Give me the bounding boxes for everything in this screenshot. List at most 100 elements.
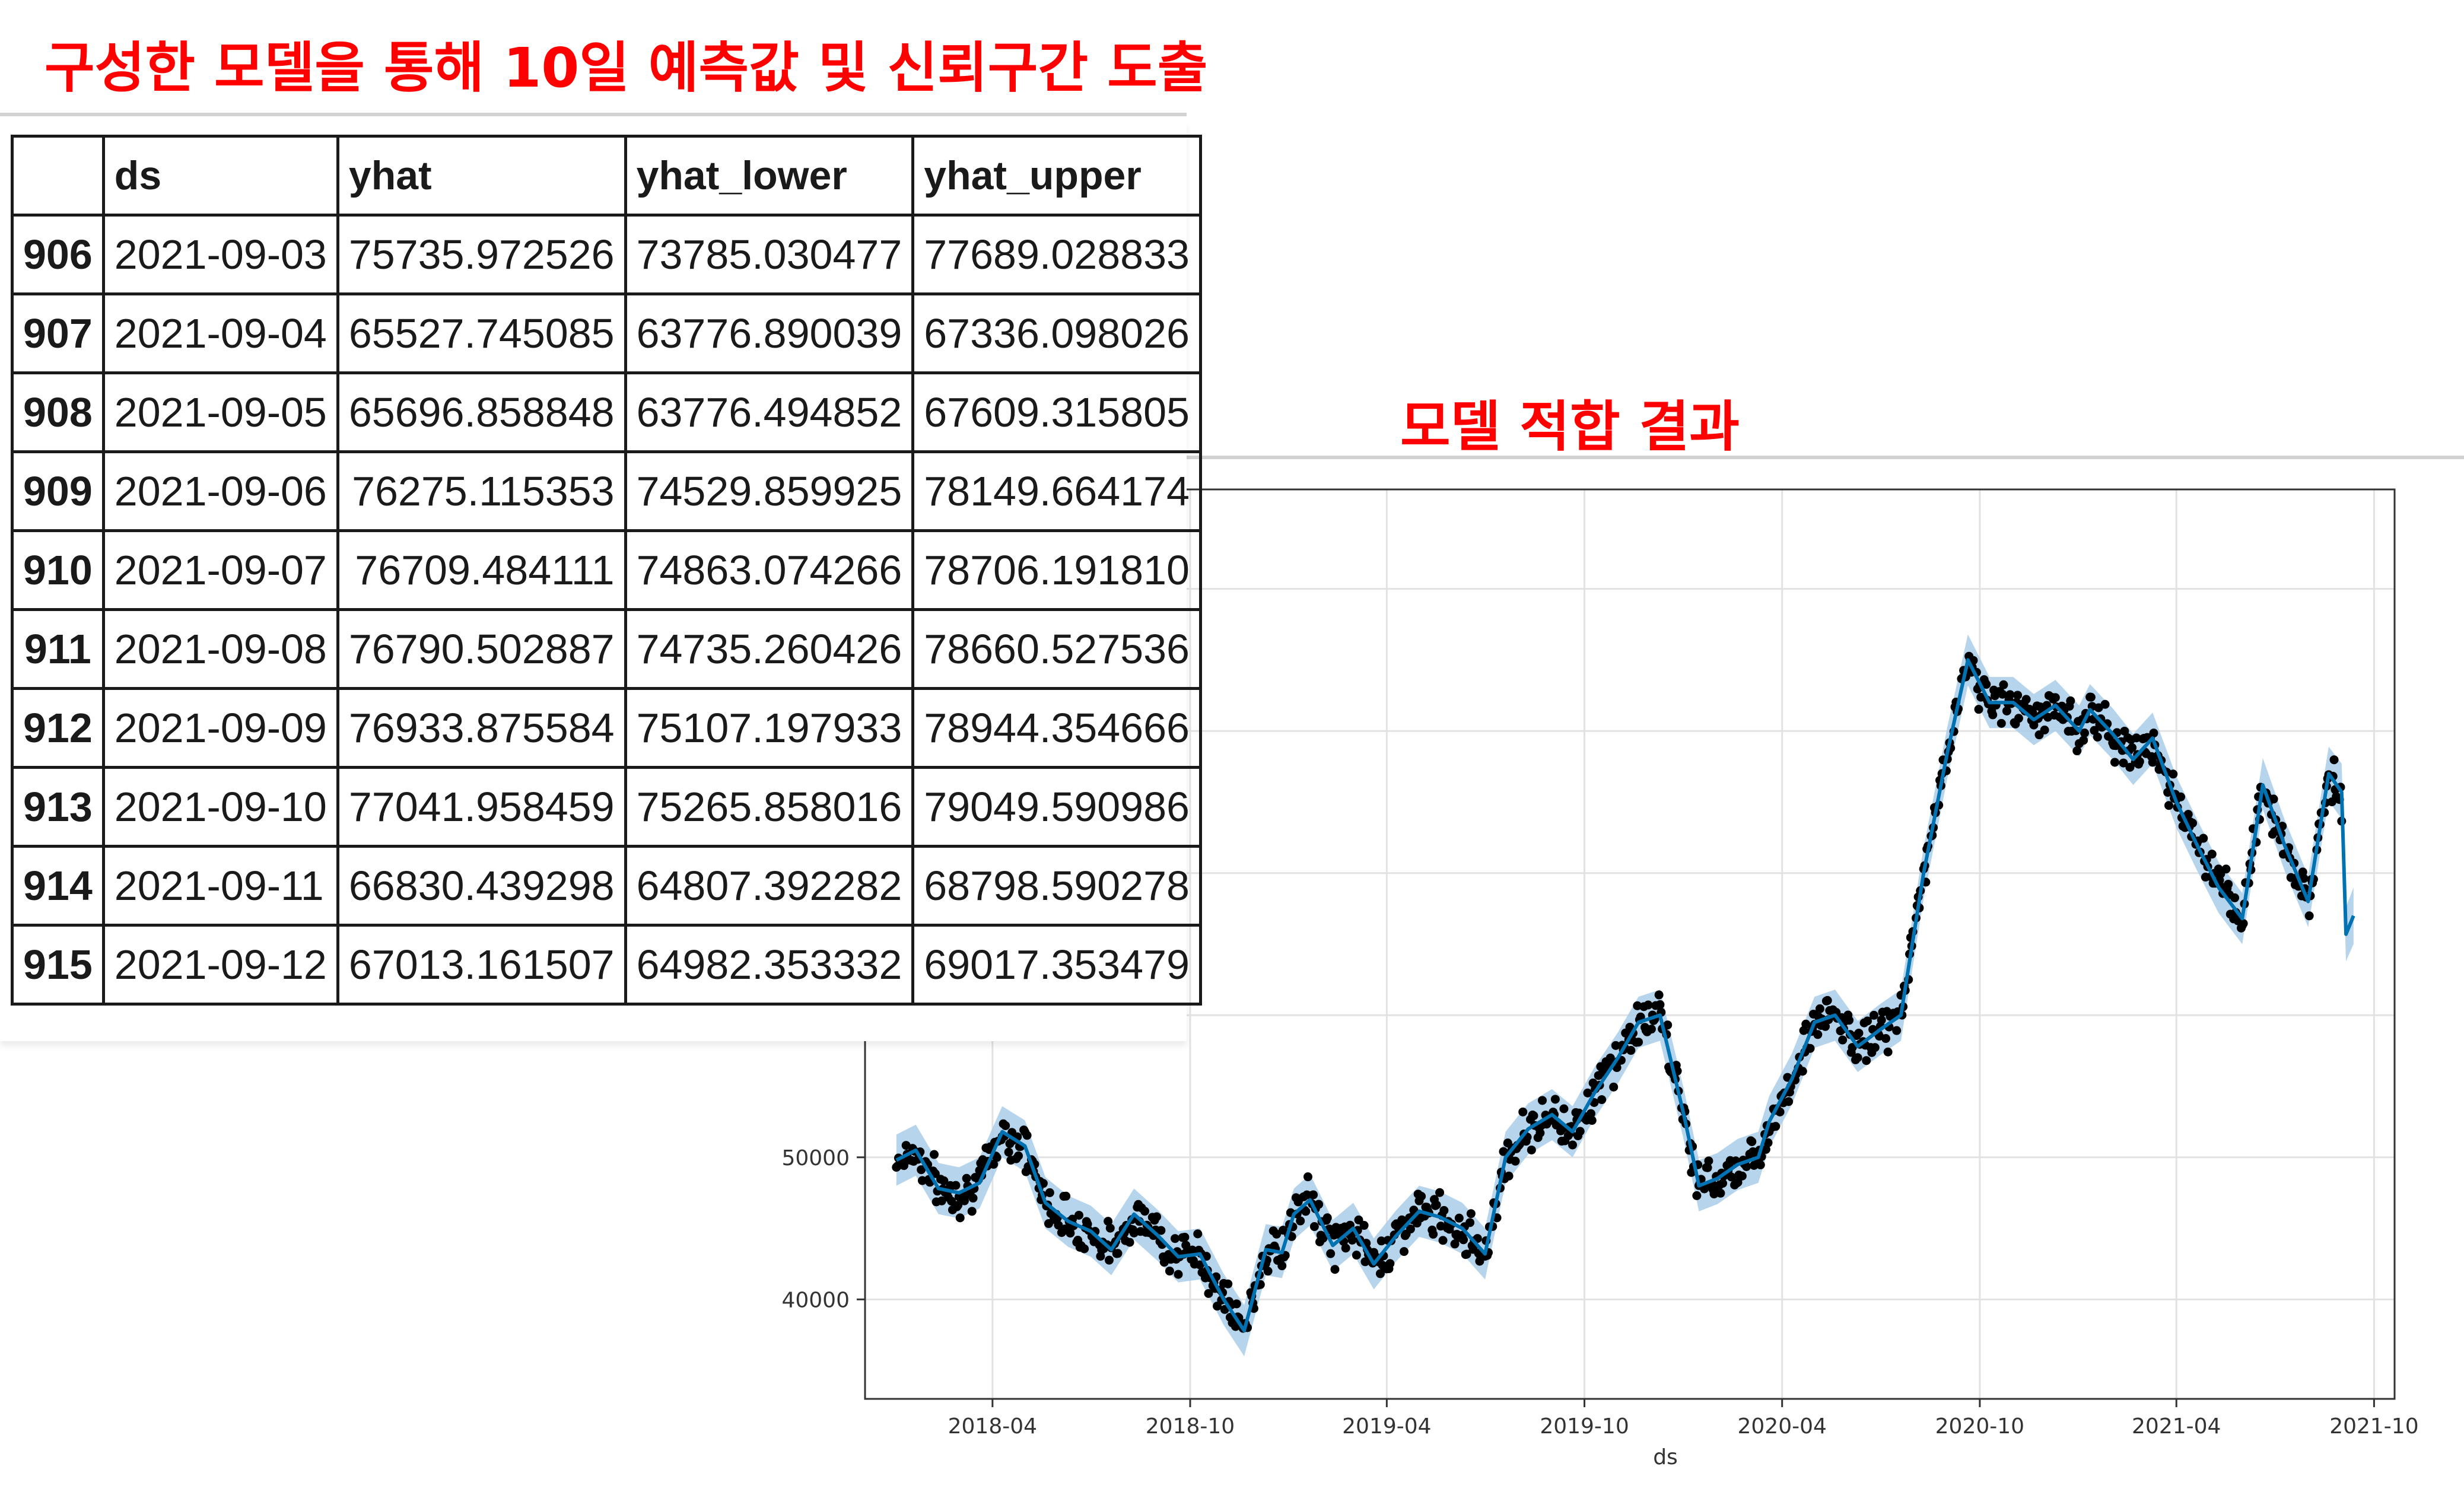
observation-point — [1798, 1067, 1807, 1076]
observation-point — [2224, 879, 2233, 889]
cell-yhat: 67013.161507 — [336, 924, 627, 1006]
observation-point — [2002, 706, 2011, 715]
observation-point — [1330, 1265, 1340, 1274]
observation-point — [955, 1213, 965, 1223]
observation-point — [1104, 1255, 1114, 1265]
cell-yhat-upper: 79049.590986 — [911, 766, 1202, 848]
observation-point — [2299, 874, 2309, 883]
cell-yhat-lower: 74529.859925 — [624, 450, 915, 532]
cell-yhat-upper: 67609.315805 — [911, 371, 1202, 453]
observation-point — [2199, 834, 2208, 843]
observation-point — [2086, 692, 2096, 702]
heading-divider — [0, 113, 1187, 116]
observation-point — [1061, 1191, 1071, 1201]
observation-point — [2100, 699, 2110, 709]
cell-ds: 2021-09-07 — [101, 529, 339, 611]
cell-ds: 2021-09-10 — [101, 766, 339, 848]
observation-point — [2029, 720, 2039, 730]
observation-point — [1429, 1229, 1438, 1239]
observation-point — [1727, 1172, 1736, 1182]
row-index-cell: 911 — [11, 608, 105, 690]
observation-point — [1559, 1104, 1569, 1114]
observation-point — [1309, 1222, 1319, 1232]
observation-point — [1001, 1121, 1010, 1130]
header-yhat-lower: yhat_lower — [624, 135, 915, 217]
observation-point — [1322, 1213, 1332, 1223]
observation-point — [1309, 1190, 1318, 1200]
row-index-cell: 910 — [11, 529, 105, 611]
observation-point — [1821, 1022, 1830, 1031]
observation-point — [1784, 1097, 1794, 1106]
cell-yhat: 76275.115353 — [336, 450, 627, 532]
observation-point — [2040, 726, 2049, 735]
observation-point — [1703, 1163, 1712, 1172]
observation-point — [1354, 1215, 1363, 1224]
observation-point — [1152, 1212, 1162, 1221]
table-row: 908 2021-09-05 65696.858848 63776.494852 676… — [11, 371, 1202, 453]
observation-point — [989, 1160, 999, 1169]
cell-yhat: 76790.502887 — [336, 608, 627, 690]
observation-point — [1597, 1095, 1607, 1105]
observation-point — [2072, 746, 2082, 756]
observation-point — [1626, 1046, 1636, 1055]
observation-point — [1535, 1128, 1545, 1138]
observation-point — [930, 1150, 939, 1159]
observation-point — [1634, 1038, 1643, 1047]
observation-point — [1326, 1249, 1336, 1258]
cell-yhat: 65527.745085 — [336, 292, 627, 374]
cell-ds: 2021-09-04 — [101, 292, 339, 374]
row-index-cell: 913 — [11, 766, 105, 848]
cell-ds: 2021-09-06 — [101, 450, 339, 532]
observation-point — [1863, 1016, 1872, 1026]
observation-point — [1466, 1209, 1476, 1219]
observation-point — [1646, 1025, 1656, 1034]
observation-point — [2013, 691, 2023, 700]
observation-point — [1538, 1096, 1547, 1105]
observation-point — [1742, 1162, 1751, 1171]
y-tick-label: 50000 — [781, 1146, 850, 1170]
cell-yhat: 66830.439298 — [336, 845, 627, 927]
observation-point — [917, 1165, 926, 1175]
observation-point — [1771, 1122, 1781, 1131]
observation-point — [2005, 690, 2015, 699]
observation-point — [1870, 1043, 1880, 1052]
observation-point — [1805, 1044, 1815, 1053]
observation-point — [1854, 1028, 1864, 1038]
observation-point — [1193, 1229, 1203, 1239]
observation-point — [2021, 695, 2031, 704]
header-index — [11, 135, 105, 217]
observation-point — [2221, 864, 2231, 874]
observation-point — [2239, 919, 2248, 928]
cell-ds: 2021-09-03 — [101, 214, 339, 295]
observation-point — [962, 1173, 971, 1183]
x-tick-label: 2020-10 — [1935, 1414, 2024, 1439]
observation-point — [1004, 1147, 1013, 1157]
observation-point — [992, 1153, 1002, 1162]
observation-point — [1838, 1035, 1848, 1045]
observation-point — [1171, 1234, 1180, 1243]
observation-point — [1883, 1047, 1893, 1057]
observation-point — [1406, 1224, 1415, 1234]
observation-point — [2176, 792, 2186, 801]
observation-point — [1435, 1188, 1445, 1197]
observation-point — [1438, 1236, 1448, 1245]
cell-yhat-lower: 74863.074266 — [624, 529, 915, 611]
observation-point — [953, 1201, 963, 1210]
forecast-table: ds yhat yhat_lower yhat_upper 906 2021-09-03… — [11, 135, 1202, 1006]
observation-point — [939, 1176, 949, 1185]
observation-point — [1892, 1026, 1902, 1035]
observation-point — [1125, 1238, 1134, 1247]
observation-point — [2128, 743, 2137, 752]
observation-point — [1165, 1267, 1174, 1276]
observation-point — [1432, 1200, 1441, 1210]
observation-point — [1756, 1160, 1765, 1170]
observation-point — [1301, 1207, 1311, 1216]
cell-yhat-upper: 78149.664174 — [911, 450, 1202, 532]
table-row: 907 2021-09-04 65527.745085 63776.890039 673… — [11, 292, 1202, 374]
observation-point — [1277, 1261, 1287, 1271]
table-row: 911 2021-09-08 76790.502887 74735.260426 786… — [11, 608, 1202, 690]
observation-point — [1862, 1056, 1871, 1065]
cell-yhat-upper: 68798.590278 — [911, 845, 1202, 927]
observation-point — [1737, 1171, 1747, 1181]
observation-point — [2079, 736, 2088, 745]
